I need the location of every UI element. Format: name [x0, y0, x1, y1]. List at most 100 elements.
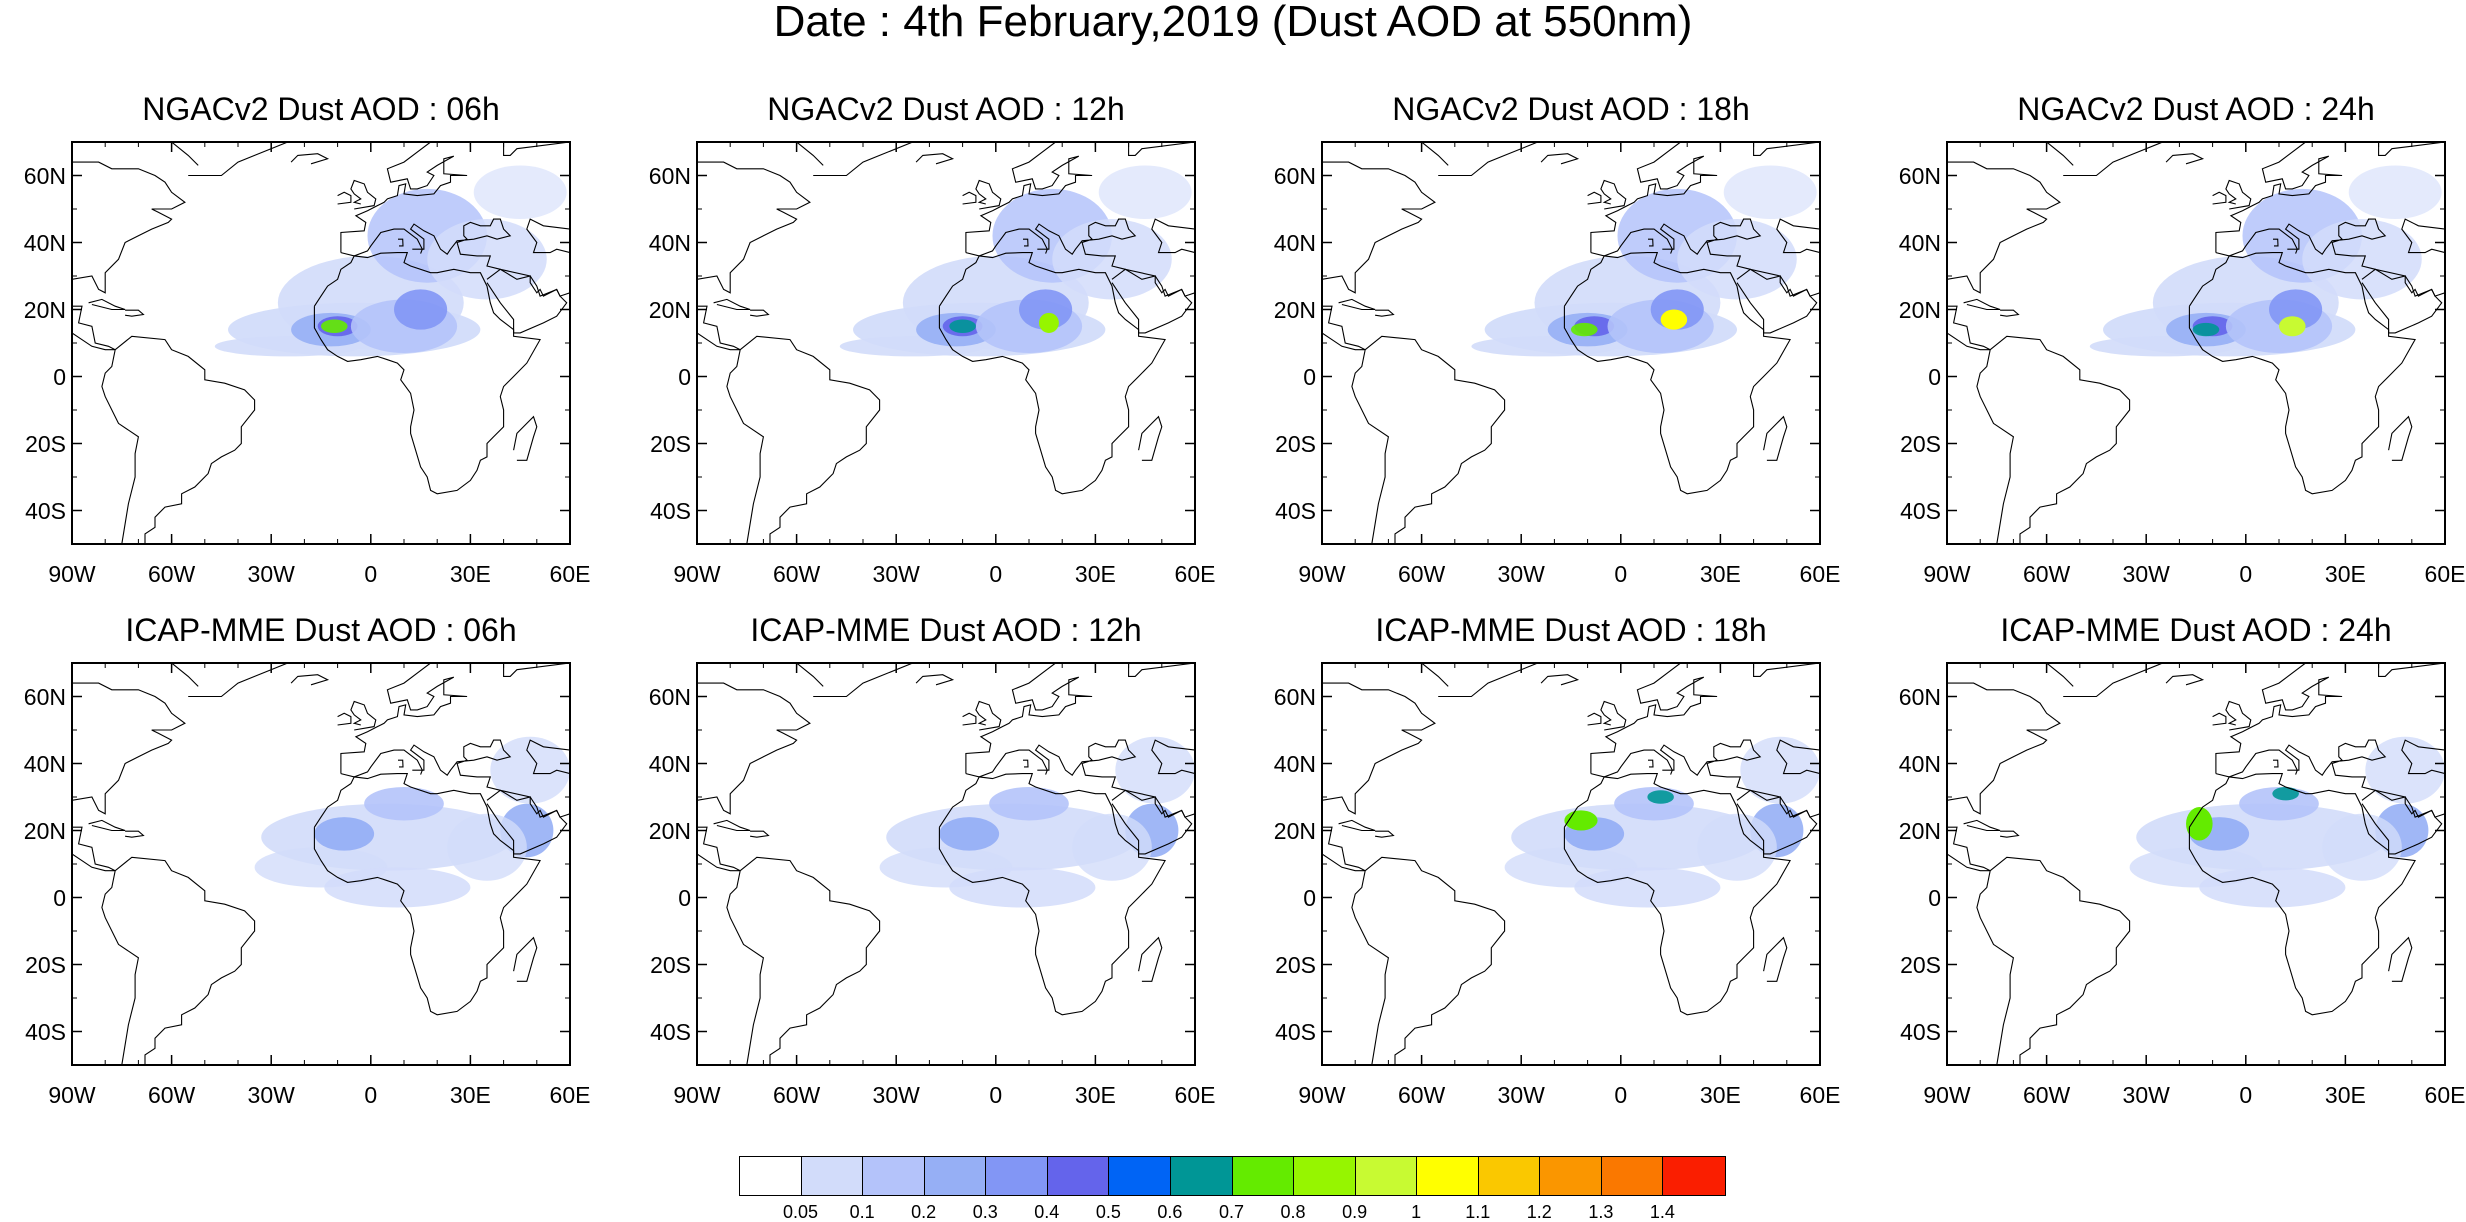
map-panel — [1321, 141, 1821, 545]
coastline — [2000, 309, 2020, 317]
lat-tick-label: 0 — [1928, 884, 1941, 911]
coastline — [340, 142, 570, 297]
dust-aod-region — [949, 319, 976, 333]
coastline — [750, 830, 770, 838]
coastline — [1138, 936, 1163, 982]
lon-tick-label: 0 — [364, 1082, 378, 1108]
coastline — [2212, 191, 2227, 205]
map-plot — [696, 141, 1196, 545]
dust-aod-region — [2199, 867, 2346, 908]
lat-tick-label: 20N — [1273, 296, 1316, 323]
coastline — [1590, 142, 1820, 297]
coastline — [1563, 773, 1791, 1016]
coastline — [1037, 248, 1049, 254]
lat-tick-label: 20S — [650, 430, 691, 457]
lon-tick-label: 0 — [2239, 1082, 2253, 1108]
coastline — [1587, 712, 1602, 726]
coastline — [170, 142, 289, 177]
coastline — [2188, 252, 2416, 495]
coastline — [975, 700, 1002, 731]
lat-tick-label: 0 — [678, 884, 691, 911]
coastline — [697, 826, 741, 872]
lon-tick-label: 0 — [2239, 561, 2253, 587]
coastline — [2225, 179, 2252, 210]
coastline — [1111, 268, 1193, 334]
coastline — [412, 248, 424, 254]
panel-title: ICAP-MME Dust AOD : 18h — [1375, 612, 1767, 648]
dust-aod-region — [490, 736, 570, 804]
figure-title: Date : 4th February,2019 (Dust AOD at 55… — [773, 0, 1693, 46]
coastline — [2212, 712, 2227, 726]
colorbar-label: 0.9 — [1342, 1202, 1368, 1222]
dust-aod-region — [1614, 786, 1694, 821]
coastline — [1351, 335, 1506, 544]
lat-tick-label: 40S — [650, 497, 691, 524]
coastline — [1540, 674, 1580, 686]
lon-tick-label: 90W — [1298, 1082, 1346, 1108]
lon-tick-label: 90W — [673, 561, 721, 587]
colorbar-swatch — [923, 1156, 987, 1196]
coastline — [1351, 856, 1506, 1065]
coastline — [2273, 238, 2279, 247]
coastline — [2388, 415, 2413, 461]
dust-aod-region — [2239, 786, 2319, 821]
lat-tick-label: 20N — [23, 817, 66, 844]
lon-tick-label: 30E — [1699, 561, 1741, 587]
coastline — [2361, 268, 2443, 334]
coastline — [1138, 415, 1163, 461]
lon-tick-label: 0 — [989, 1082, 1003, 1108]
lon-tick-label: 60W — [772, 1082, 821, 1108]
coastline — [2165, 674, 2205, 686]
panel-title: ICAP-MME Dust AOD : 24h — [2000, 612, 2392, 648]
lon-tick-label: 30W — [247, 561, 295, 587]
colorbar-label: 1.4 — [1649, 1202, 1675, 1222]
lat-tick-label: 40N — [1898, 229, 1941, 256]
dust-aod-region — [1660, 309, 1688, 330]
lat-tick-label: 60N — [1273, 162, 1316, 189]
lat-tick-label: 40S — [25, 497, 66, 524]
coastline — [1375, 309, 1395, 317]
panel-title: NGACv2 Dust AOD : 24h — [2017, 91, 2375, 127]
coastline — [1023, 759, 1029, 768]
dust-aod-region — [2192, 322, 2220, 337]
map-plot — [1946, 141, 2446, 545]
map-panel — [1946, 141, 2446, 545]
lat-tick-label: 60N — [23, 683, 66, 710]
map-plot — [71, 141, 571, 545]
colorbar-swatch — [1662, 1156, 1726, 1196]
colorbar-label: 0.6 — [1157, 1202, 1183, 1222]
dust-aod-region — [2272, 786, 2299, 801]
coastline — [795, 142, 914, 177]
dust-aod-region — [939, 817, 1000, 851]
dust-aod-region — [2279, 316, 2306, 337]
coastline — [290, 674, 330, 686]
map-panel — [696, 662, 1196, 1066]
lon-tick-label: 30W — [247, 1082, 295, 1108]
lon-tick-label: 30E — [1699, 1082, 1741, 1108]
dust-aod-region — [324, 867, 471, 908]
lat-tick-label: 0 — [53, 884, 66, 911]
lon-tick-label: 60E — [549, 561, 591, 587]
coastline — [340, 663, 570, 818]
lat-tick-label: 40N — [1273, 229, 1316, 256]
coastline — [1420, 142, 1539, 177]
colorbar — [739, 1156, 1726, 1196]
lon-tick-label: 60E — [1799, 561, 1841, 587]
coastline — [1947, 305, 1991, 351]
coastline — [1338, 298, 1376, 311]
lon-tick-label: 30W — [872, 561, 920, 587]
dust-aod-region — [1098, 165, 1192, 220]
coastline — [1322, 826, 1366, 872]
lon-tick-label: 30W — [872, 1082, 920, 1108]
dust-aod-region — [447, 813, 527, 881]
colorbar-label: 0.1 — [849, 1202, 875, 1222]
lat-tick-label: 40N — [1898, 750, 1941, 777]
lon-tick-label: 60W — [2022, 1082, 2071, 1108]
map-plot — [1946, 662, 2446, 1066]
lon-tick-label: 90W — [1923, 561, 1971, 587]
coastline — [72, 161, 186, 294]
lon-tick-label: 30E — [2324, 561, 2366, 587]
coastline — [1976, 335, 2131, 544]
lon-tick-label: 30W — [2122, 561, 2170, 587]
colorbar-swatch — [800, 1156, 864, 1196]
